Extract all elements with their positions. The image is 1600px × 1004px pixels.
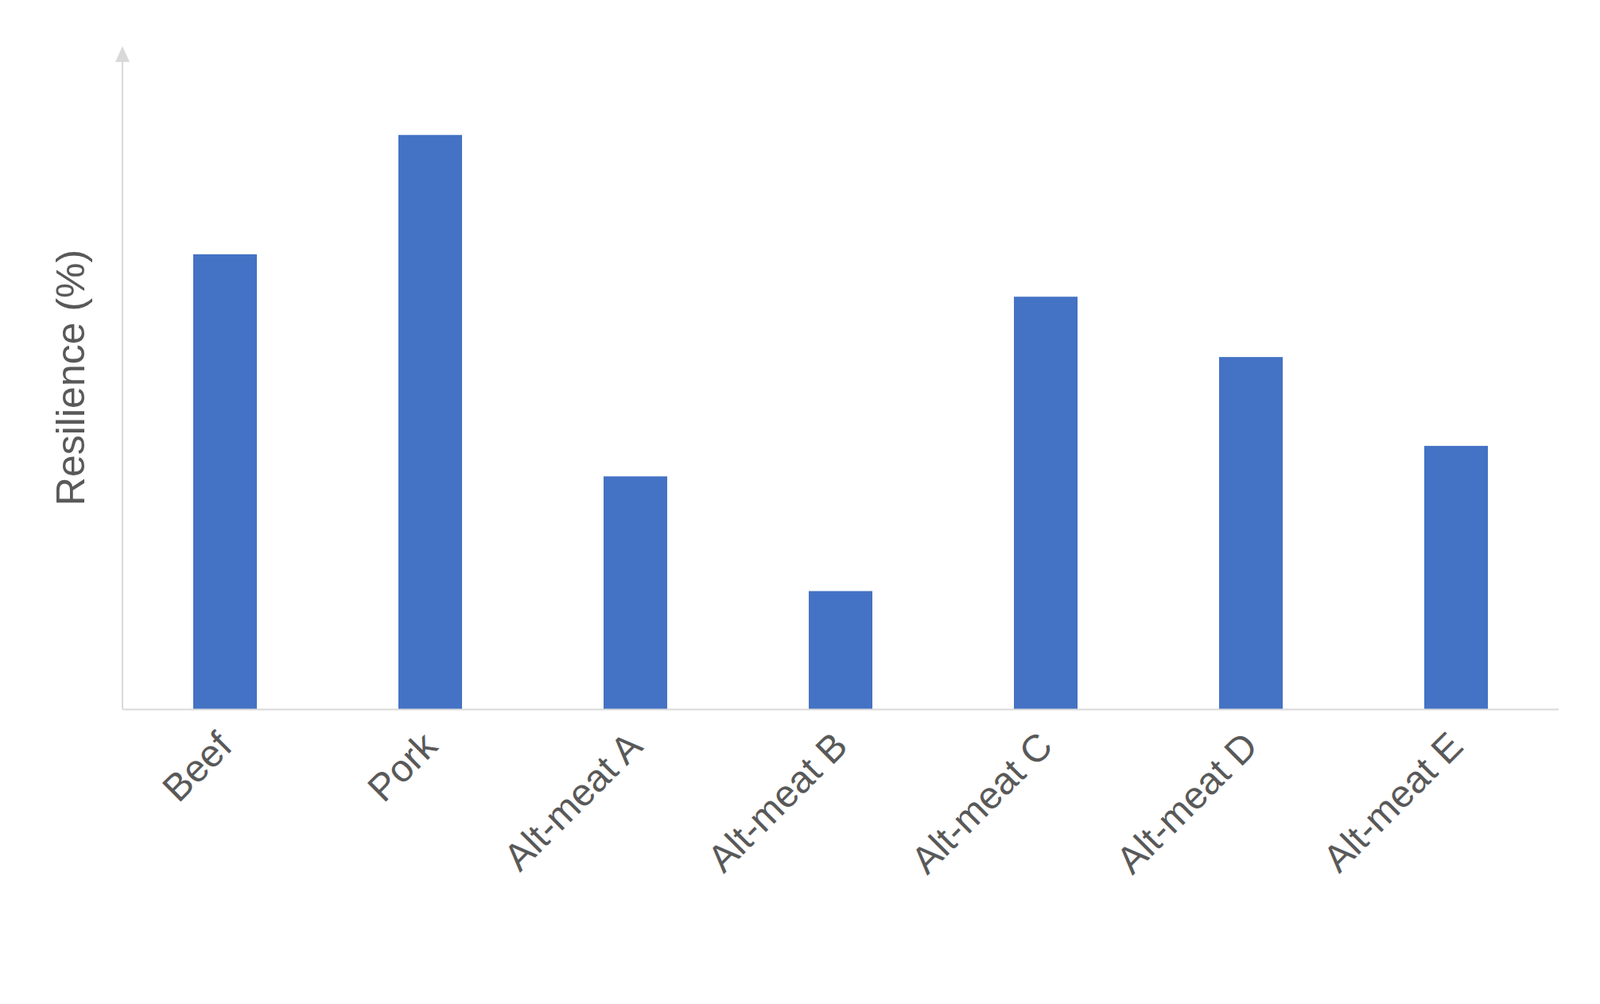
svg-text:Alt-meat D: Alt-meat D bbox=[1108, 724, 1267, 882]
svg-text:Beef: Beef bbox=[154, 723, 241, 810]
svg-text:Alt-meat C: Alt-meat C bbox=[903, 724, 1061, 882]
svg-text:Pork: Pork bbox=[359, 723, 446, 810]
svg-text:Resilience (%): Resilience (%) bbox=[48, 249, 94, 506]
svg-text:Alt-meat A: Alt-meat A bbox=[495, 724, 650, 879]
svg-text:Alt-meat B: Alt-meat B bbox=[699, 724, 856, 881]
svg-text:Alt-meat E: Alt-meat E bbox=[1315, 724, 1472, 881]
